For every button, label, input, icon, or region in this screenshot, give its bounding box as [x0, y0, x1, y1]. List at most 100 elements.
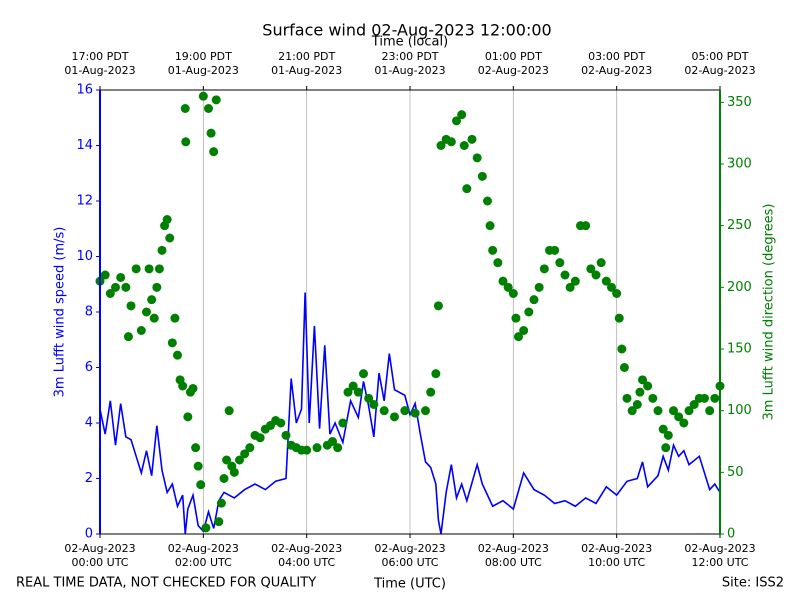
direction-point — [596, 258, 606, 268]
x-tick-label: 02-Aug-2023 12:00 UTC — [684, 542, 756, 569]
y-tick-label: 12 — [76, 194, 93, 209]
direction-point — [359, 369, 368, 379]
direction-point — [446, 137, 456, 147]
direction-point — [165, 233, 175, 243]
direction-point — [619, 363, 629, 372]
direction-point — [555, 258, 565, 268]
direction-point — [123, 332, 133, 342]
y2-tick-label: 50 — [727, 465, 744, 480]
direction-point — [198, 91, 208, 101]
direction-point — [550, 245, 560, 255]
direction-point — [400, 406, 410, 416]
direction-point — [216, 498, 226, 508]
direction-point — [581, 221, 591, 231]
y2-tick-label: 0 — [727, 527, 735, 542]
direction-point — [638, 375, 647, 385]
direction-point — [149, 313, 159, 323]
direction-point — [364, 393, 374, 403]
direction-point — [170, 313, 180, 323]
direction-point — [601, 276, 611, 286]
direction-point — [328, 437, 337, 446]
direction-point — [648, 393, 658, 403]
direction-point — [410, 408, 420, 418]
direction-point — [643, 381, 653, 391]
direction-point — [700, 393, 709, 403]
direction-point — [181, 137, 191, 147]
direction-point — [669, 406, 678, 416]
direction-point — [661, 443, 671, 453]
direction-point — [116, 272, 126, 282]
direction-point — [312, 443, 322, 453]
direction-point — [539, 264, 549, 274]
direction-point — [452, 116, 461, 126]
direction-point — [121, 282, 131, 292]
direction-point — [436, 141, 446, 150]
direction-point — [333, 443, 343, 453]
direction-point — [614, 313, 624, 323]
direction-point — [586, 264, 596, 274]
direction-point — [607, 282, 616, 292]
direction-point — [498, 276, 508, 286]
y-tick-label: 2 — [85, 471, 93, 486]
direction-point — [178, 381, 188, 391]
y-tick-label: 16 — [76, 83, 93, 98]
direction-point — [188, 383, 198, 393]
direction-point — [201, 523, 211, 533]
direction-point — [348, 381, 358, 391]
x-tick-label: 02-Aug-2023 06:00 UTC — [374, 542, 446, 569]
direction-point — [276, 418, 286, 428]
direction-point — [162, 215, 172, 224]
direction-point — [167, 338, 177, 348]
y-tick-label: 0 — [85, 527, 93, 542]
direction-point — [204, 104, 213, 113]
direction-point — [255, 433, 265, 443]
direction-point — [353, 387, 363, 397]
direction-point — [369, 400, 379, 409]
direction-point — [154, 264, 164, 274]
direction-point — [591, 270, 601, 280]
direction-point — [493, 258, 503, 268]
direction-point — [111, 282, 120, 292]
direction-point — [653, 406, 663, 416]
x-tick-label: 02-Aug-2023 04:00 UTC — [271, 542, 343, 569]
direction-point — [157, 245, 167, 255]
direction-point — [240, 449, 250, 459]
direction-point — [211, 95, 221, 105]
direction-point — [570, 276, 580, 286]
direction-point — [462, 184, 472, 194]
direction-point — [421, 406, 430, 416]
direction-point — [173, 350, 182, 360]
direction-point — [710, 393, 720, 403]
direction-point — [560, 270, 570, 280]
direction-point — [209, 147, 219, 157]
y-axis-label: 3m Lufft wind speed (m/s) — [53, 227, 68, 398]
x-tick-label: 02-Aug-2023 08:00 UTC — [477, 542, 549, 569]
direction-point — [196, 480, 206, 490]
direction-point — [503, 282, 513, 292]
direction-point — [459, 141, 469, 150]
direction-point — [180, 104, 190, 113]
direction-point — [565, 282, 575, 292]
x2-tick-label: 05:00 PDT 02-Aug-2023 — [684, 50, 756, 77]
x-tick-label: 02-Aug-2023 10:00 UTC — [581, 542, 653, 569]
x2-axis-label: Time (local) — [371, 35, 448, 50]
direction-point — [379, 406, 389, 416]
direction-point — [206, 128, 216, 138]
direction-point — [131, 264, 141, 274]
direction-point — [519, 326, 529, 335]
direction-point — [100, 270, 110, 280]
direction-point — [684, 406, 694, 416]
y2-tick-label: 250 — [727, 218, 752, 233]
direction-point — [514, 332, 523, 342]
direction-point — [193, 461, 203, 471]
direction-point — [679, 418, 689, 428]
direction-point — [635, 387, 645, 397]
direction-point — [224, 406, 234, 416]
direction-point — [488, 245, 498, 255]
direction-point — [511, 313, 521, 323]
x2-tick-label: 21:00 PDT 01-Aug-2023 — [271, 50, 343, 77]
direction-point — [674, 412, 684, 422]
chart-title: Surface wind 02-Aug-2023 12:00:00 — [262, 21, 551, 40]
direction-point — [689, 400, 699, 409]
